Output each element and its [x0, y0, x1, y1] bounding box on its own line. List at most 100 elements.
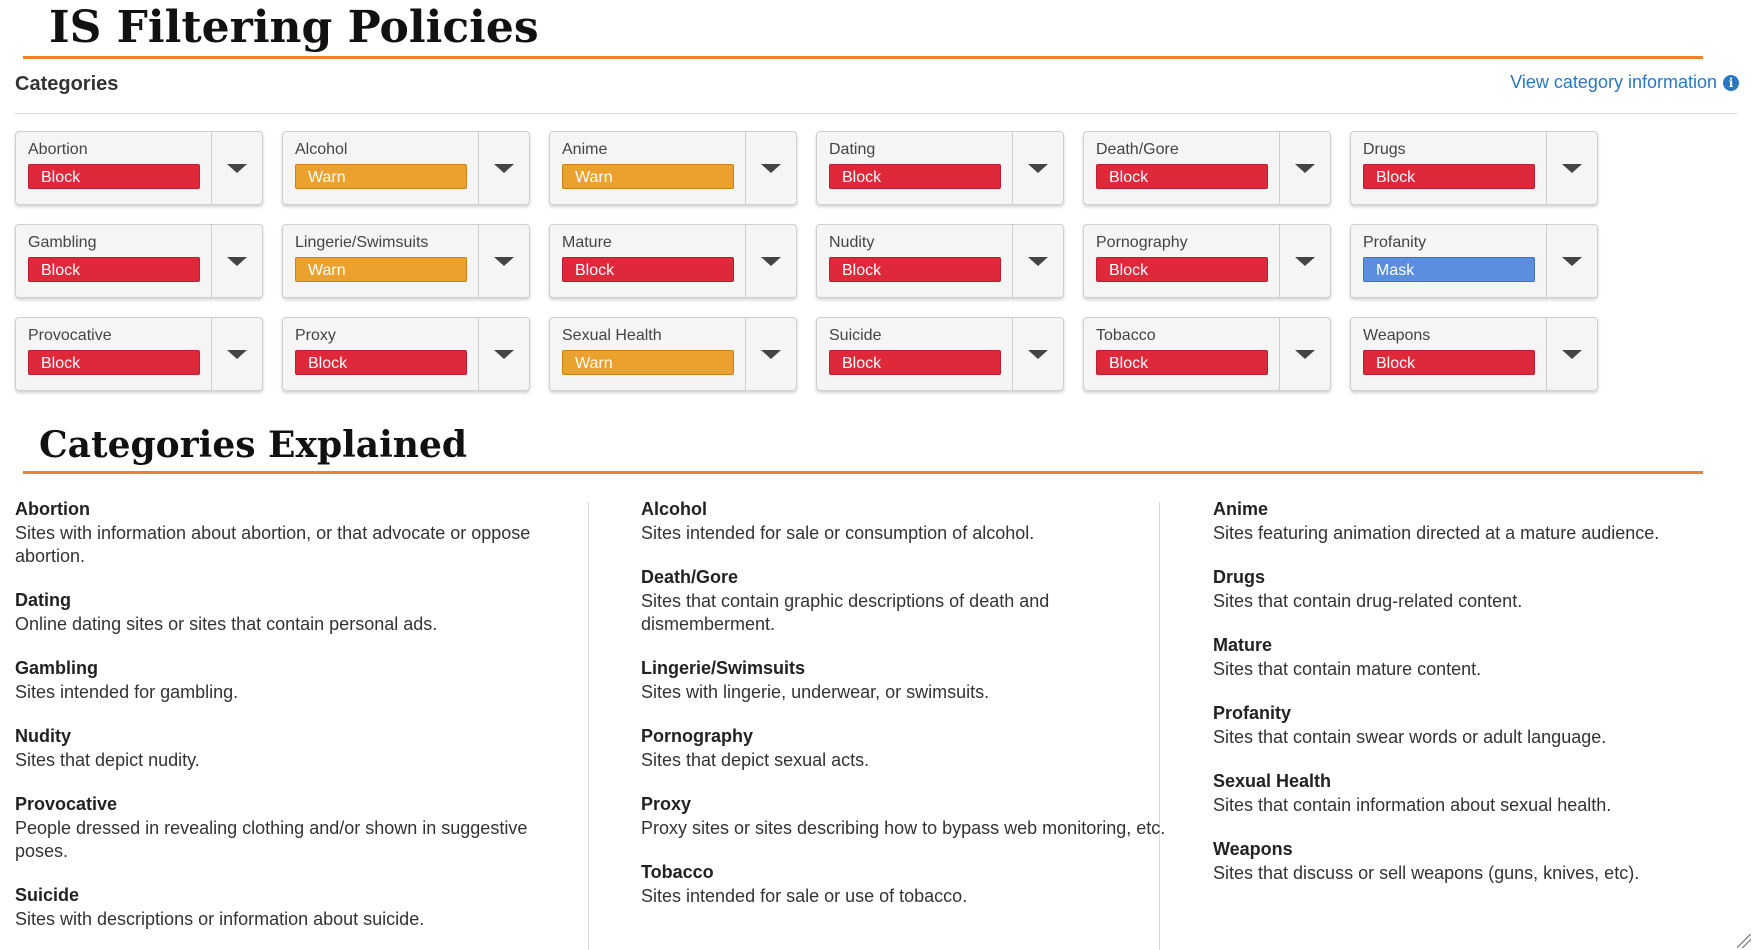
category-action-badge[interactable]: Warn [562, 350, 734, 375]
category-action-badge[interactable]: Block [829, 350, 1001, 375]
explained-item: Pornography Sites that depict sexual acts… [641, 725, 1181, 772]
category-grid: Abortion Block Alcohol Warn Anime Warn Dating B… [15, 131, 1598, 391]
chevron-down-icon [227, 163, 247, 173]
category-action-badge[interactable]: Block [295, 350, 467, 375]
explained-item-description: Sites intended for gambling. [15, 682, 239, 702]
category-dropdown-button[interactable] [211, 132, 262, 204]
explained-item: Proxy Proxy sites or sites describing how… [641, 793, 1181, 840]
explained-item-description: People dressed in revealing clothing and… [15, 818, 528, 861]
category-dropdown-button[interactable] [211, 225, 262, 297]
category-card: Dating Block [816, 131, 1064, 205]
category-action-badge[interactable]: Block [28, 257, 200, 282]
category-main: Weapons Block [1351, 318, 1548, 390]
explained-item-description: Sites with information about abortion, o… [15, 523, 531, 566]
column-divider [588, 502, 589, 950]
category-card: Alcohol Warn [282, 131, 530, 205]
category-action-badge[interactable]: Block [1096, 350, 1268, 375]
explained-item-description: Sites that contain information about sex… [1213, 795, 1612, 815]
categories-divider [15, 113, 1737, 114]
category-action-badge[interactable]: Block [562, 257, 734, 282]
category-action-badge[interactable]: Warn [562, 164, 734, 189]
category-card: Sexual Health Warn [549, 317, 797, 391]
category-action-badge[interactable]: Block [829, 164, 1001, 189]
category-name: Drugs [1363, 141, 1406, 158]
explained-item: Profanity Sites that contain swear words … [1213, 702, 1733, 749]
category-action-badge[interactable]: Warn [295, 257, 467, 282]
category-dropdown-button[interactable] [1546, 225, 1597, 297]
category-dropdown-button[interactable] [745, 318, 796, 390]
chevron-down-icon [1562, 163, 1582, 173]
explained-item-description: Sites that contain swear words or adult … [1213, 727, 1607, 747]
category-action-badge[interactable]: Block [1096, 257, 1268, 282]
category-dropdown-button[interactable] [1279, 132, 1330, 204]
category-action-badge[interactable]: Block [28, 350, 200, 375]
category-dropdown-button[interactable] [745, 132, 796, 204]
chevron-down-icon [494, 349, 514, 359]
explained-item: Suicide Sites with descriptions or inform… [15, 884, 575, 931]
category-name: Gambling [28, 234, 97, 251]
category-action-badge[interactable]: Mask [1363, 257, 1535, 282]
category-dropdown-button[interactable] [1012, 318, 1063, 390]
category-main: Alcohol Warn [283, 132, 480, 204]
category-main: Profanity Mask [1351, 225, 1548, 297]
explained-item-description: Sites that discuss or sell weapons (guns… [1213, 863, 1640, 883]
category-card: Gambling Block [15, 224, 263, 298]
category-dropdown-button[interactable] [745, 225, 796, 297]
category-dropdown-button[interactable] [1279, 225, 1330, 297]
category-action-badge[interactable]: Warn [295, 164, 467, 189]
category-dropdown-button[interactable] [1012, 132, 1063, 204]
explained-item: Provocative People dressed in revealing c… [15, 793, 575, 863]
category-name: Mature [562, 234, 612, 251]
view-category-info-label: View category information [1510, 72, 1717, 92]
category-card: Drugs Block [1350, 131, 1598, 205]
category-dropdown-button[interactable] [211, 318, 262, 390]
category-dropdown-button[interactable] [478, 225, 529, 297]
category-action-badge[interactable]: Block [1363, 350, 1535, 375]
category-name: Lingerie/Swimsuits [295, 234, 429, 251]
category-name: Anime [562, 141, 608, 158]
explained-item-description: Sites that depict sexual acts. [641, 750, 870, 770]
title-divider [23, 56, 1703, 59]
chevron-down-icon [227, 349, 247, 359]
category-action-badge[interactable]: Block [1363, 164, 1535, 189]
explained-item: Sexual Health Sites that contain informat… [1213, 770, 1733, 817]
category-card: Pornography Block [1083, 224, 1331, 298]
view-category-info-link[interactable]: View category information i [1510, 72, 1739, 93]
explained-item-description: Proxy sites or sites describing how to b… [641, 818, 1166, 838]
explained-item: Mature Sites that contain mature content. [1213, 634, 1733, 681]
explained-item: Drugs Sites that contain drug-related con… [1213, 566, 1733, 613]
explained-item-description: Sites with lingerie, underwear, or swims… [641, 682, 990, 702]
explained-item: Weapons Sites that discuss or sell weapon… [1213, 838, 1733, 885]
explained-item: Tobacco Sites intended for sale or use of… [641, 861, 1181, 908]
category-dropdown-button[interactable] [1546, 318, 1597, 390]
explained-item: Anime Sites featuring animation directed … [1213, 498, 1733, 545]
explained-item-description: Sites with descriptions or information a… [15, 909, 425, 929]
categories-heading: Categories [15, 73, 119, 95]
explained-item-name: Nudity [15, 726, 71, 746]
category-main: Mature Block [550, 225, 747, 297]
category-card: Tobacco Block [1083, 317, 1331, 391]
info-icon: i [1723, 74, 1739, 91]
category-dropdown-button[interactable] [1546, 132, 1597, 204]
chevron-down-icon [761, 256, 781, 266]
category-action-badge[interactable]: Block [28, 164, 200, 189]
category-action-badge[interactable]: Block [829, 257, 1001, 282]
category-dropdown-button[interactable] [1279, 318, 1330, 390]
chevron-down-icon [494, 256, 514, 266]
category-action-badge[interactable]: Block [1096, 164, 1268, 189]
category-card: Proxy Block [282, 317, 530, 391]
explained-item-name: Weapons [1213, 839, 1293, 859]
category-main: Pornography Block [1084, 225, 1281, 297]
explained-item-description: Sites featuring animation directed at a … [1213, 523, 1660, 543]
resize-grip-icon[interactable] [1737, 934, 1751, 948]
chevron-down-icon [494, 163, 514, 173]
category-name: Pornography [1096, 234, 1188, 251]
explained-item: Lingerie/Swimsuits Sites with lingerie, u… [641, 657, 1181, 704]
explained-item-description: Sites that contain drug-related content. [1213, 591, 1523, 611]
category-dropdown-button[interactable] [478, 132, 529, 204]
chevron-down-icon [1028, 256, 1048, 266]
explained-item-name: Gambling [15, 658, 99, 678]
category-dropdown-button[interactable] [478, 318, 529, 390]
category-dropdown-button[interactable] [1012, 225, 1063, 297]
explained-item-name: Proxy [641, 794, 692, 814]
